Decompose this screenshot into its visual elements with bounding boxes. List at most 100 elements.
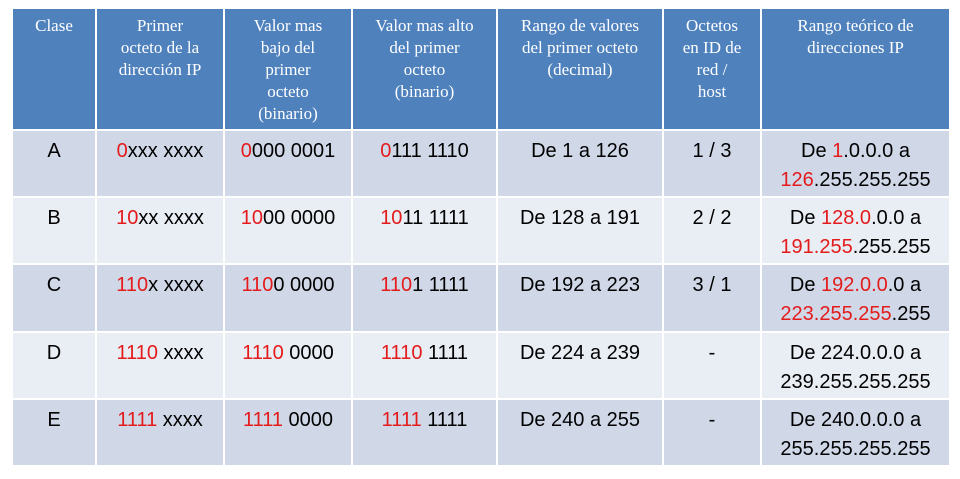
host-bits: 000 0001 [251, 140, 336, 162]
cell-clase: C [11, 263, 97, 333]
cell-rango-decimal: De 224 a 239 [496, 330, 664, 400]
cell-rango-teorico: De 192.0.0.0 a 223.255.255.255 [760, 263, 951, 333]
header-line: Rango de valores [520, 16, 640, 35]
network-bits: 1110 [380, 341, 423, 364]
header-line: octeto [403, 60, 446, 79]
host-bits: xxxx [157, 408, 203, 431]
header-line: (binario) [258, 104, 318, 123]
cell-valor-bajo: 1000 0000 [223, 196, 353, 266]
header-line: direcciones IP [807, 38, 904, 57]
header-line: Octetos [686, 16, 738, 35]
host-bits: x xxxx [148, 274, 204, 297]
header-line: Primer [136, 16, 184, 35]
range-text: De [789, 274, 822, 297]
range-text: De 240.0.0.0 a [789, 408, 922, 431]
cell-rango-decimal: De 1 a 126 [496, 128, 664, 199]
network-bits: 0 [380, 140, 392, 162]
range-text: .0 a [887, 274, 922, 297]
table-row: E 1111 xxxx 1111 0000 1111 1111 De 240 a… [11, 397, 951, 468]
range-text: 239.255.255.255 [780, 370, 931, 393]
range-text: De [789, 207, 821, 230]
host-bits: xxx xxxx [127, 140, 204, 162]
header-line: (binario) [394, 82, 455, 101]
cell-clase: A [11, 128, 97, 199]
cell-clase: E [11, 397, 97, 468]
cell-clase: B [11, 196, 97, 266]
range-highlight: 191.255 [780, 236, 853, 259]
header-valor-bajo: Valor mas bajo del primer octeto (binari… [223, 7, 353, 131]
cell-octetos: 2 / 2 [662, 196, 762, 266]
network-bits: 1110 [242, 341, 284, 364]
network-bits: 1110 [116, 341, 158, 364]
range-text: De 224.0.0.0 a [789, 341, 922, 364]
range-text: .255 [891, 303, 931, 326]
header-line: bajo del [260, 38, 316, 57]
cell-octetos: - [662, 397, 762, 468]
host-bits: 1 1111 [412, 274, 469, 297]
host-bits: 0000 [283, 341, 334, 364]
cell-valor-bajo: 1110 0000 [223, 330, 353, 400]
network-bits: 0 [116, 140, 128, 162]
header-line: octeto de la [120, 38, 200, 57]
cell-valor-alto: 1011 1111 [351, 196, 498, 266]
header-line: dirección IP [118, 60, 202, 79]
table-row: A 0xxx xxxx 0000 0001 0111 1110 De 1 a 1… [11, 128, 951, 199]
network-bits: 10 [240, 207, 263, 230]
cell-rango-teorico: De 224.0.0.0 a 239.255.255.255 [760, 330, 951, 400]
header-line: en ID de [682, 38, 742, 57]
header-line: del primer octeto [521, 38, 639, 57]
host-bits: xx xxxx [138, 207, 204, 230]
network-bits: 110 [116, 274, 149, 297]
cell-valor-bajo: 1100 0000 [223, 263, 353, 333]
cell-primer-octeto: 0xxx xxxx [95, 128, 225, 199]
host-bits: 1111 [422, 341, 469, 364]
network-bits: 10 [116, 207, 139, 230]
cell-rango-teorico: De 1.0.0.0 a 126.255.255.255 [760, 128, 951, 199]
network-bits: 1111 [117, 408, 158, 431]
cell-rango-teorico: De 128.0.0.0 a 191.255.255.255 [760, 196, 951, 266]
header-valor-alto: Valor mas alto del primer octeto (binari… [351, 7, 498, 131]
cell-valor-alto: 1110 1111 [351, 330, 498, 400]
range-text: 255.255.255.255 [780, 437, 931, 460]
header-line: Clase [35, 16, 73, 35]
cell-valor-bajo: 0000 0001 [223, 128, 353, 199]
ip-class-table: Clase Primer octeto de la dirección IP V… [11, 7, 951, 468]
host-bits: 1111 [421, 408, 468, 431]
header-line: host [697, 82, 727, 101]
cell-valor-alto: 1111 1111 [351, 397, 498, 468]
header-primer-octeto: Primer octeto de la dirección IP [95, 7, 225, 131]
cell-primer-octeto: 1111 xxxx [95, 397, 225, 468]
header-line: primer [265, 60, 311, 79]
cell-rango-teorico: De 240.0.0.0 a 255.255.255.255 [760, 397, 951, 468]
cell-octetos: 3 / 1 [662, 263, 762, 333]
header-row: Clase Primer octeto de la dirección IP V… [11, 7, 951, 131]
cell-valor-alto: 0111 1110 [351, 128, 498, 199]
header-rango-decimal: Rango de valores del primer octeto (deci… [496, 7, 664, 131]
cell-rango-decimal: De 128 a 191 [496, 196, 664, 266]
range-text: .255.255 [852, 236, 931, 259]
table-row: C 110x xxxx 1100 0000 1101 1111 De 192 a… [11, 263, 951, 333]
header-line: red / [696, 60, 728, 79]
range-text: .0.0.0 a [843, 140, 910, 162]
header-clase: Clase [11, 7, 97, 131]
header-line: octeto [267, 82, 309, 101]
cell-octetos: 1 / 3 [662, 128, 762, 199]
host-bits: 11 1111 [402, 207, 469, 230]
header-line: Rango teórico de [797, 16, 914, 35]
range-text: De [801, 140, 833, 162]
cell-octetos: - [662, 330, 762, 400]
table-row: D 1110 xxxx 1110 0000 1110 1111 De 224 a… [11, 330, 951, 400]
network-bits: 1111 [242, 408, 283, 431]
host-bits: xxxx [157, 341, 204, 364]
cell-rango-decimal: De 192 a 223 [496, 263, 664, 333]
host-bits: 0 0000 [273, 274, 335, 297]
cell-valor-bajo: 1111 0000 [223, 397, 353, 468]
cell-primer-octeto: 1110 xxxx [95, 330, 225, 400]
host-bits: 111 1110 [391, 140, 469, 162]
network-bits: 110 [241, 274, 274, 297]
cell-primer-octeto: 10xx xxxx [95, 196, 225, 266]
range-highlight: 128.0 [821, 207, 872, 230]
network-bits: 10 [380, 207, 403, 230]
table-row: B 10xx xxxx 1000 0000 1011 1111 De 128 a… [11, 196, 951, 266]
header-octetos: Octetos en ID de red / host [662, 7, 762, 131]
